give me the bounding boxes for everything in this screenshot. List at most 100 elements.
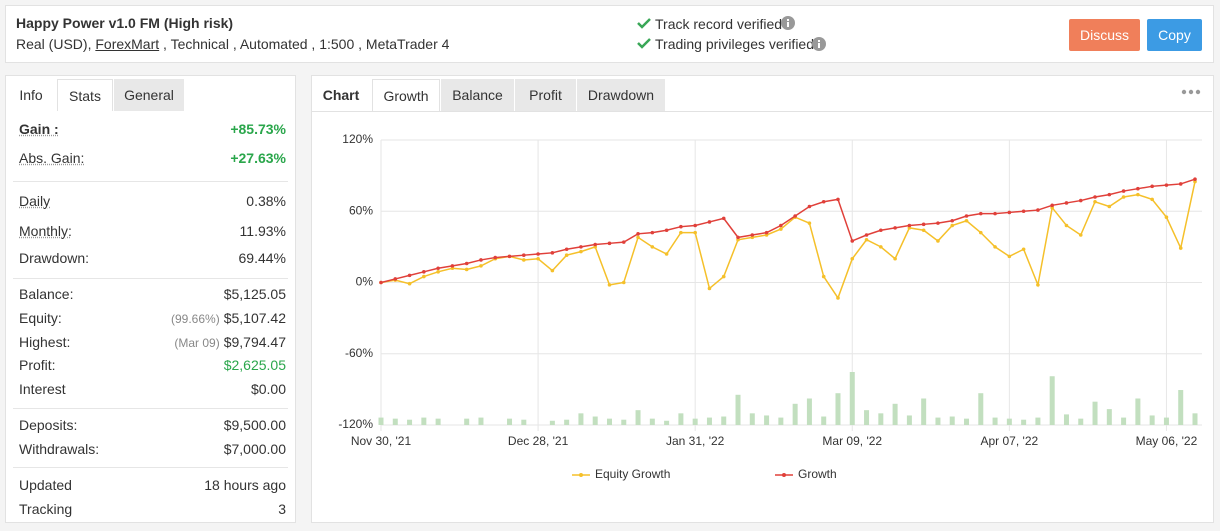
data-point [1136,192,1140,197]
data-point [593,242,598,247]
stat-value-row: 18 hours ago [204,477,286,493]
stat-value-row: $2,625.05 [224,357,286,373]
growth-tab[interactable]: Growth [372,79,440,111]
info-icon[interactable] [781,16,795,30]
data-point [864,237,869,242]
y-tick-label: 60% [349,203,373,217]
data-point [736,235,740,240]
data-point [479,258,483,262]
discuss-button[interactable]: Discuss [1069,19,1140,51]
data-point [993,211,997,216]
data-point [393,277,398,281]
volume-bar [1092,401,1098,425]
data-point [779,227,783,231]
data-point [1121,195,1126,199]
data-point [1050,203,1054,208]
volume-bar [592,416,598,425]
data-point [707,286,712,291]
data-point [764,230,769,235]
balance-tab[interactable]: Balance [441,79,514,111]
volume-bar [464,418,470,425]
stat-value: $5,125.05 [223,286,286,302]
legend-label: Equity Growth [595,467,670,481]
profit-tab[interactable]: Profit [515,79,576,111]
chart-label: Chart [322,87,360,103]
data-point [807,221,812,225]
volume-bar [1021,419,1027,425]
volume-bar [721,416,727,425]
chart-panel [311,75,1214,523]
y-tick-label: 0% [356,275,374,289]
legend-marker [782,473,786,477]
stat-note: (Mar 09) [174,336,220,350]
data-point [1007,254,1012,259]
data-point [664,228,669,233]
volume-bar [1135,398,1141,425]
data-point [522,253,526,257]
data-point [621,240,626,244]
stat-value-row: (Mar 09) $9,794.47 [174,334,286,350]
volume-bar [1063,414,1069,425]
x-tick-label: May 06, '22 [1136,434,1198,448]
stat-label: Profit: [19,357,56,373]
header [5,5,1214,63]
data-point [821,274,826,279]
data-point [1164,183,1169,187]
info-icon[interactable] [812,37,826,51]
volume-bar [435,418,441,425]
stat-value: 69.44% [238,250,286,266]
data-point [650,230,655,235]
data-point [422,274,426,279]
x-tick-label: Apr 07, '22 [981,434,1039,448]
stat-value: 11.93% [239,223,286,239]
volume-bar [606,418,612,425]
x-tick-label: Jan 31, '22 [666,434,725,448]
series-line [380,181,1196,300]
data-point [879,245,883,249]
stat-label: Abs. Gain: [19,150,85,166]
check-icon [637,18,651,29]
data-point [636,232,640,236]
stat-value-row: $0.00 [251,381,286,397]
data-point [550,268,555,273]
broker-link[interactable]: ForexMart [95,36,160,52]
more-menu[interactable] [1181,88,1201,96]
copy-button[interactable]: Copy [1147,19,1202,51]
stat-label: Interest [19,381,66,397]
volume-bar [392,418,398,425]
stats-list: Gain : +85.73% Abs. Gain: +27.63% Daily 0.38%… [5,75,296,523]
info-tab[interactable]: Info [19,87,43,103]
volume-bar [621,419,627,425]
stat-label: Updated [19,477,72,493]
volume-bar [1106,409,1112,425]
stat-label: Highest: [19,334,71,350]
volume-bar [1006,418,1012,425]
data-point [479,264,483,268]
data-point [893,256,897,261]
legend-item: Equity Growth [572,467,670,481]
data-point [1150,184,1154,189]
legend-label: Growth [798,467,837,481]
stats-tab[interactable]: Stats [57,79,113,111]
stat-value-row: 11.93% [240,223,286,239]
stat-value-row: 3 [278,501,286,517]
data-point [936,239,940,243]
stat-label: Equity: [19,310,62,326]
general-tab[interactable]: General [114,79,184,111]
volume-bar [935,417,941,425]
data-point [564,247,569,252]
data-point [836,296,840,300]
drawdown-tab[interactable]: Drawdown [577,79,665,111]
x-tick-label: Mar 09, '22 [822,434,882,448]
x-tick-label: Nov 30, '21 [351,434,412,448]
data-point [721,216,726,221]
stat-value: $7,000.00 [223,441,286,457]
data-point [750,233,755,237]
volume-bar [378,417,384,425]
volume-bar [821,416,827,425]
data-point [607,241,612,246]
stat-value: $9,500.00 [223,417,286,433]
data-point [1107,204,1112,209]
data-point [921,228,926,233]
volume-bar [649,418,655,425]
